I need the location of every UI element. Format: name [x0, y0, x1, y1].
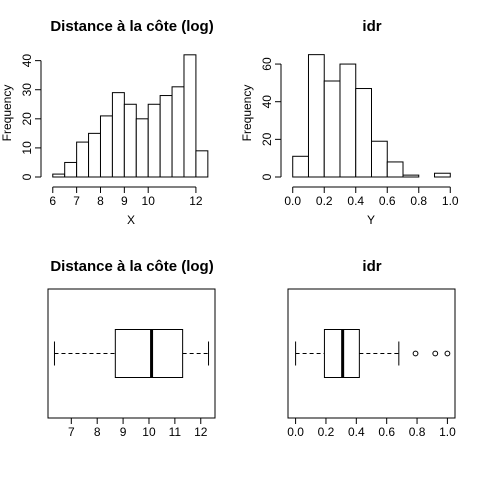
- panel-histogram-distance: Distance à la côte (log) X Frequency 6 7 8…: [0, 18, 214, 227]
- y-axis-label: Frequency: [0, 85, 14, 142]
- histogram-bar: [159, 95, 173, 178]
- histogram-bar: [434, 172, 451, 178]
- histogram-bar: [135, 118, 149, 178]
- histogram-bar: [371, 140, 388, 178]
- x-tick-label: 0.8: [410, 194, 427, 208]
- x-axis: 6 7 8 9 10 12: [49, 186, 203, 208]
- histogram-bar: [183, 54, 197, 178]
- x-tick-label: 0.2: [318, 425, 335, 439]
- histogram-bar: [355, 88, 372, 178]
- x-tick-label: 10: [142, 425, 156, 439]
- histogram-bar: [323, 80, 341, 178]
- bars: [292, 54, 451, 178]
- histogram-bar: [64, 161, 78, 178]
- x-axis-label: Y: [367, 213, 375, 227]
- x-tick-label: 12: [189, 194, 203, 208]
- x-tick-label: 0.6: [378, 425, 395, 439]
- x-tick-label: 0.2: [316, 194, 333, 208]
- y-tick-label: 30: [20, 83, 34, 97]
- y-axis-label: Frequency: [240, 85, 254, 142]
- x-tick-label: 8: [94, 425, 101, 439]
- outlier-point: [444, 350, 451, 357]
- y-tick-label: 40: [20, 54, 34, 68]
- chart-title: idr: [362, 258, 381, 275]
- y-tick-label: 20: [20, 112, 34, 126]
- panel-boxplot-distance: Distance à la côte (log) 7 8 9 10 11 12: [47, 258, 216, 439]
- x-tick-label: 7: [68, 425, 75, 439]
- outlier-point: [412, 350, 419, 357]
- x-axis-label: X: [127, 213, 135, 227]
- outlier-point: [432, 350, 439, 357]
- histogram-bar: [339, 63, 357, 178]
- histogram-bar: [402, 174, 420, 178]
- panel-boxplot-idr: idr 0.0 0.2 0.4 0.6 0.8 1.0: [287, 258, 456, 439]
- histogram-bar: [123, 103, 137, 178]
- y-tick-label: 60: [260, 57, 274, 71]
- histogram-bar: [99, 115, 113, 178]
- histogram-bar: [76, 141, 90, 178]
- x-tick-label: 12: [194, 425, 208, 439]
- x-axis: 7 8 9 10 11 12: [68, 417, 208, 439]
- histogram-bar: [111, 92, 125, 178]
- x-axis: 0.0 0.2 0.4 0.6 0.8 1.0: [287, 417, 456, 439]
- interquartile-box: [114, 329, 184, 378]
- x-tick-label: 0.6: [379, 194, 396, 208]
- y-tick-label: 0: [20, 173, 34, 180]
- histogram-bar: [292, 155, 309, 178]
- boxplot: [53, 329, 210, 378]
- boxplot: [295, 329, 451, 378]
- y-tick-label: 20: [260, 132, 274, 146]
- x-tick-label: 1.0: [439, 425, 456, 439]
- x-tick-label: 1.0: [442, 194, 459, 208]
- x-tick-label: 9: [121, 194, 128, 208]
- x-tick-label: 0.4: [347, 194, 364, 208]
- histogram-bar: [147, 103, 161, 178]
- chart-title: Distance à la côte (log): [50, 18, 213, 35]
- y-tick-label: 10: [20, 141, 34, 155]
- y-axis: 0 10 20 30 40: [20, 54, 42, 180]
- x-axis: 0.0 0.2 0.4 0.6 0.8 1.0: [284, 186, 459, 208]
- x-tick-label: 7: [73, 194, 80, 208]
- y-tick-label: 40: [260, 95, 274, 109]
- x-tick-label: 10: [142, 194, 156, 208]
- y-axis: 0 20 40 60: [260, 57, 282, 180]
- x-tick-label: 11: [169, 425, 182, 439]
- y-tick-label: 0: [260, 173, 274, 180]
- x-tick-label: 0.4: [348, 425, 365, 439]
- x-tick-label: 8: [97, 194, 104, 208]
- x-tick-label: 0.8: [409, 425, 426, 439]
- chart-title: Distance à la côte (log): [50, 258, 213, 275]
- x-tick-label: 0.0: [287, 425, 304, 439]
- histogram-bar: [386, 161, 404, 178]
- bars: [52, 54, 209, 178]
- histogram-bar: [195, 150, 209, 178]
- panel-histogram-idr: idr Y Frequency 0.0 0.2 0.4 0.6 0.8 1.0 0 20 40…: [240, 18, 459, 227]
- histogram-bar: [88, 132, 101, 178]
- histogram-bar: [171, 86, 185, 178]
- x-tick-label: 6: [49, 194, 56, 208]
- x-tick-label: 0.0: [284, 194, 301, 208]
- histogram-bar: [307, 54, 325, 178]
- histogram-bar: [52, 173, 66, 178]
- x-tick-label: 9: [120, 425, 127, 439]
- chart-title: idr: [362, 18, 381, 35]
